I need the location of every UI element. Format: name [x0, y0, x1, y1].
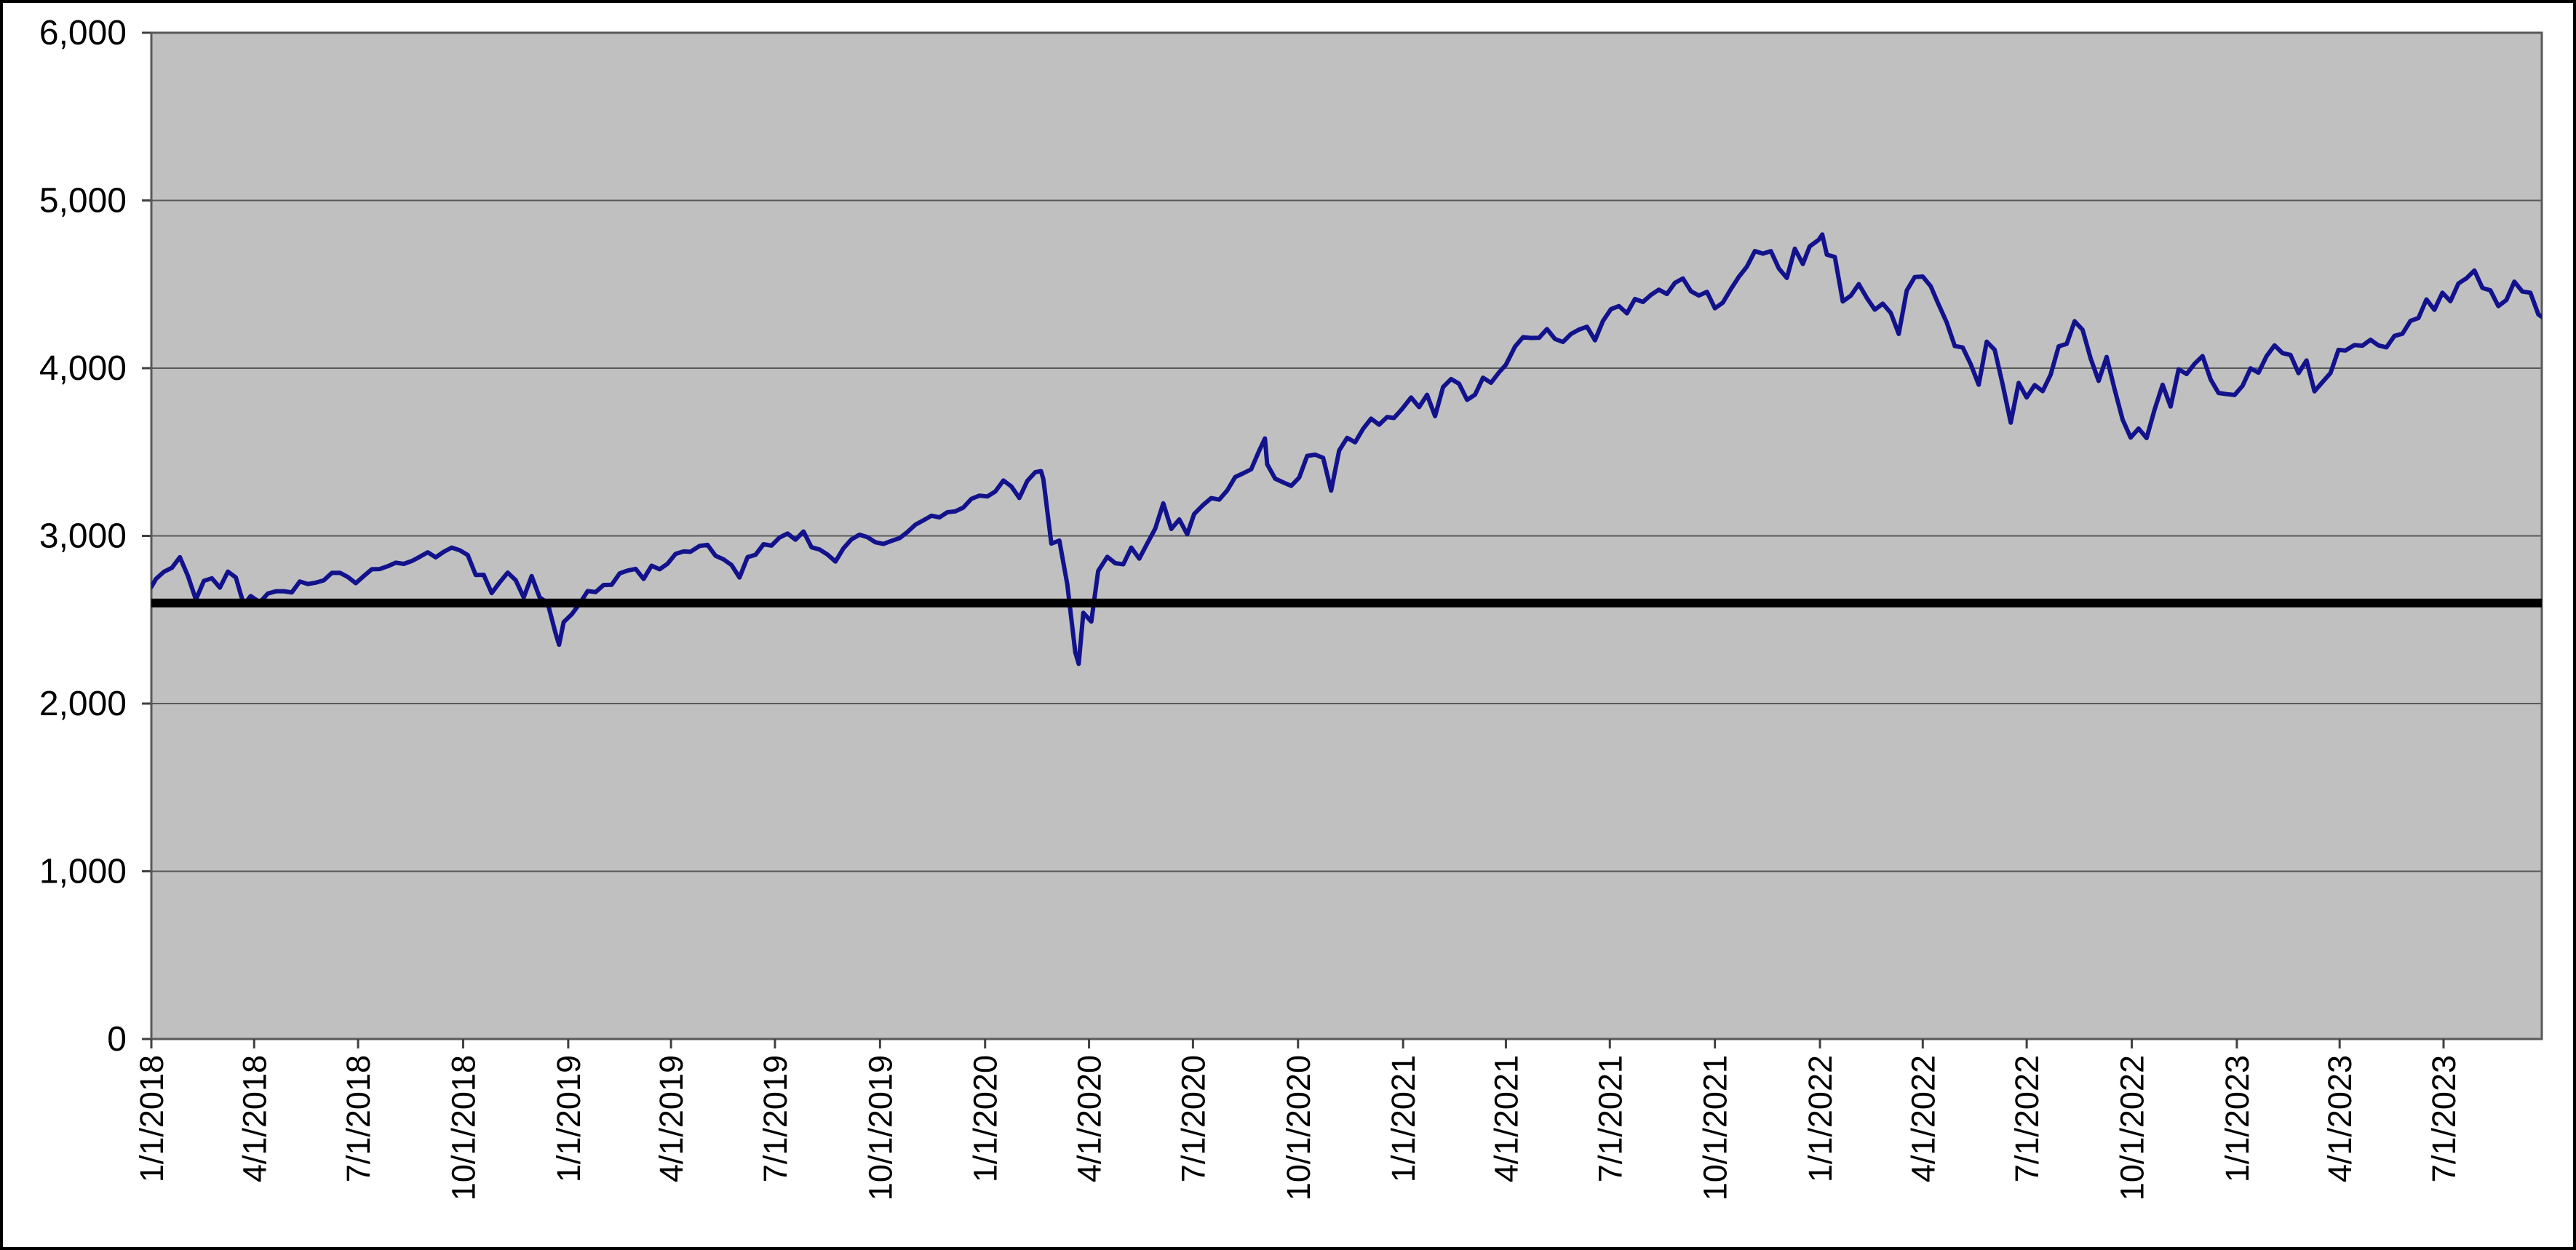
plot-border: [150, 31, 2543, 1040]
y-tick-label: 2,000: [39, 685, 127, 723]
y-tick-label: 6,000: [39, 14, 127, 52]
x-tick-label: 10/1/2021: [1697, 1055, 1734, 1201]
x-tick-label: 1/1/2021: [1385, 1055, 1422, 1182]
y-tick-label: 3,000: [39, 517, 127, 556]
x-tick-label: 10/1/2018: [445, 1055, 482, 1201]
x-tick-label: 1/1/2020: [967, 1055, 1004, 1182]
y-tick-label: 4,000: [39, 349, 127, 388]
index-price-line: [151, 232, 2542, 666]
x-tick-label: 4/1/2021: [1487, 1055, 1524, 1182]
x-tick-label: 7/1/2018: [340, 1055, 377, 1182]
x-tick-label: 7/1/2020: [1174, 1055, 1212, 1182]
x-tick-label: 4/1/2022: [1904, 1055, 1941, 1182]
y-tick-label: 1,000: [39, 853, 127, 891]
x-tick-label: 4/1/2020: [1071, 1055, 1108, 1182]
x-tick-label: 1/1/2022: [1802, 1055, 1839, 1182]
x-tick-label: 1/1/2019: [550, 1055, 587, 1182]
x-tick-label: 7/1/2022: [2008, 1055, 2046, 1182]
x-tick-label: 7/1/2023: [2425, 1055, 2462, 1182]
x-tick-label: 4/1/2018: [236, 1055, 273, 1182]
x-tick-label: 1/1/2023: [2219, 1055, 2256, 1182]
x-tick-label: 10/1/2022: [2114, 1055, 2151, 1201]
x-tick-label: 10/1/2020: [1280, 1055, 1317, 1201]
index-line-chart: 0 1,000 2,000 3,000 4,000 5,000 6,000 1/1/2018 4…: [39, 14, 2543, 1201]
x-tick-label: 1/1/2018: [133, 1055, 170, 1182]
x-tick-label: 4/1/2019: [653, 1055, 690, 1182]
x-tick-label: 4/1/2023: [2321, 1055, 2358, 1182]
y-tick-label: 0: [107, 1020, 127, 1059]
x-tick-label: 7/1/2021: [1591, 1055, 1629, 1182]
x-tick-label: 10/1/2019: [862, 1055, 899, 1201]
x-tick-label: 7/1/2019: [757, 1055, 794, 1182]
y-tick-label: 5,000: [39, 182, 127, 220]
